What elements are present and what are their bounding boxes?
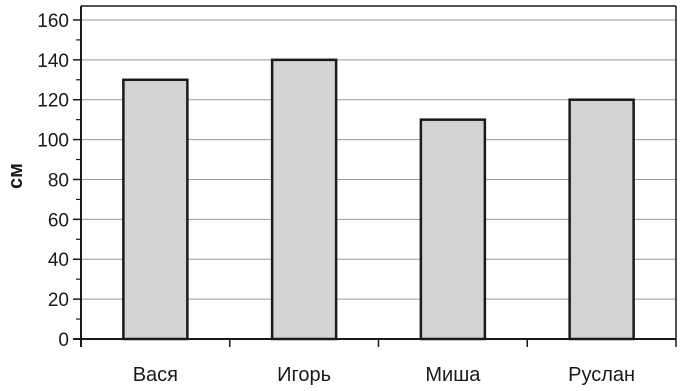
y-tick-label-60: 60 [48, 210, 69, 231]
x-category-label-3: Миша [425, 364, 481, 386]
axes [73, 5, 677, 347]
tick-labels: 0 20 40 60 80 100 120 140 160 Вася Игорь Миша Руслан [37, 11, 635, 386]
y-tick-label-140: 140 [37, 51, 69, 72]
bars [122, 58, 635, 341]
y-tick-label-120: 120 [37, 91, 69, 112]
y-tick-label-80: 80 [48, 170, 69, 191]
y-tick-label-160: 160 [37, 11, 69, 32]
x-category-label-4: Руслан [568, 364, 635, 386]
x-category-label-2: Игорь [277, 364, 331, 386]
y-tick-label-0: 0 [58, 330, 69, 351]
bar-3 [419, 118, 487, 341]
y-tick-label-100: 100 [37, 131, 69, 152]
bar-2 [270, 58, 338, 341]
bar-4 [568, 98, 635, 341]
y-tick-label-20: 20 [48, 290, 69, 311]
bar-1 [122, 78, 189, 341]
x-category-label-1: Вася [133, 364, 178, 386]
y-axis-title: см [5, 163, 27, 189]
y-tick-label-40: 40 [48, 250, 69, 271]
